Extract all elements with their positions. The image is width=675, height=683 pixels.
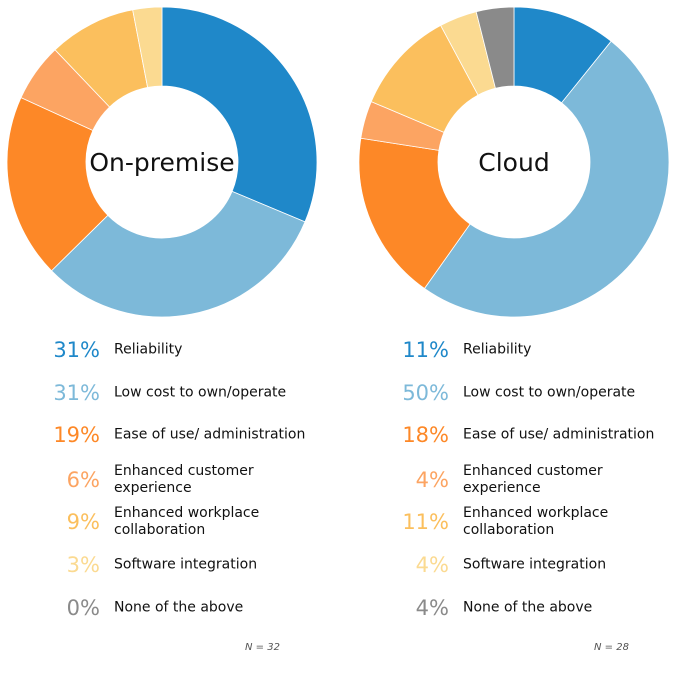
on-premise-legend-percent: 19% — [53, 423, 100, 447]
cloud-legend-row-none-of-the-above: 4% None of the above — [338, 588, 675, 628]
cloud-legend-label: Low cost to own/operate — [463, 384, 636, 401]
on-premise-legend-percent: 6% — [66, 468, 100, 492]
cloud-sample-size: N = 28 — [594, 642, 629, 653]
on-premise-legend-row-enhanced-customer-experience: 6% Enhanced customer experience — [0, 460, 338, 500]
cloud-slice-ease-of-use-administration — [358, 137, 471, 290]
cloud-legend-percent: 4% — [415, 468, 449, 492]
cloud-legend-percent: 4% — [415, 553, 449, 577]
on-premise-legend-percent: 0% — [66, 596, 100, 620]
cloud-slice-none-of-the-above — [475, 6, 515, 89]
on-premise-slice-reliability — [161, 6, 318, 223]
cloud-legend-percent: 50% — [402, 381, 449, 405]
cloud-legend-percent: 11% — [402, 510, 449, 534]
on-premise-legend-label: None of the above — [114, 599, 244, 616]
cloud-legend-label: Ease of use/ administration — [463, 426, 655, 443]
on-premise-legend-row-software-integration: 3% Software integration — [0, 545, 338, 585]
on-premise-legend-row-none-of-the-above: 0% None of the above — [0, 588, 338, 628]
cloud-legend-label: Software integration — [463, 556, 607, 573]
on-premise-center-title: On-premise — [89, 148, 234, 177]
cloud-legend-row-ease-of-use-administration: 18% Ease of use/ administration — [338, 415, 675, 455]
on-premise-slice-software-integration — [132, 6, 163, 88]
on-premise-legend-label: Software integration — [114, 556, 258, 573]
cloud-legend-label: Enhanced customer experience — [463, 463, 603, 496]
cloud-donut-chart: Cloud — [358, 6, 670, 318]
on-premise-legend-label: Low cost to own/operate — [114, 384, 287, 401]
on-premise-slice-low-cost-to-own-operate — [50, 190, 306, 318]
on-premise-slice-ease-of-use-administration — [6, 97, 109, 272]
on-premise-donut-chart: On-premise — [6, 6, 318, 318]
cloud-legend-label: None of the above — [463, 599, 593, 616]
on-premise-legend-percent: 31% — [53, 381, 100, 405]
on-premise-panel: On-premise 31% Reliability 31% Low cost to … — [0, 6, 338, 653]
cloud-legend-row-software-integration: 4% Software integration — [338, 545, 675, 585]
on-premise-legend-row-enhanced-workplace-collaboration: 9% Enhanced workplace collaboration — [0, 502, 338, 542]
cloud-legend-percent: 18% — [402, 423, 449, 447]
on-premise-legend-row-ease-of-use-administration: 19% Ease of use/ administration — [0, 415, 338, 455]
on-premise-legend-percent: 31% — [53, 338, 100, 362]
on-premise-legend-label: Enhanced workplace collaboration — [114, 505, 260, 538]
on-premise-legend-label: Ease of use/ administration — [114, 426, 306, 443]
cloud-legend-percent: 4% — [415, 596, 449, 620]
cloud-legend-percent: 11% — [402, 338, 449, 362]
cloud-legend-label: Reliability — [463, 341, 532, 358]
on-premise-legend-row-low-cost-to-own-operate: 31% Low cost to own/operate — [0, 373, 338, 413]
cloud-legend-row-enhanced-workplace-collaboration: 11% Enhanced workplace collaboration — [338, 502, 675, 542]
cloud-legend-row-low-cost-to-own-operate: 50% Low cost to own/operate — [338, 373, 675, 413]
on-premise-sample-size: N = 32 — [245, 642, 280, 653]
cloud-legend-row-reliability: 11% Reliability — [338, 330, 675, 370]
on-premise-legend-percent: 3% — [66, 553, 100, 577]
on-premise-legend-label: Reliability — [114, 341, 183, 358]
cloud-panel: Cloud 11% Reliability 50% Low cost to own/o… — [338, 0, 675, 683]
cloud-legend-label: Enhanced workplace collaboration — [463, 505, 609, 538]
on-premise-legend-label: Enhanced customer experience — [114, 463, 254, 496]
cloud-center-title: Cloud — [478, 148, 549, 177]
cloud-slice-low-cost-to-own-operate — [423, 40, 670, 318]
on-premise-legend-percent: 9% — [66, 510, 100, 534]
on-premise-legend-row-reliability: 31% Reliability — [0, 330, 338, 370]
cloud-legend-row-enhanced-customer-experience: 4% Enhanced customer experience — [338, 460, 675, 500]
